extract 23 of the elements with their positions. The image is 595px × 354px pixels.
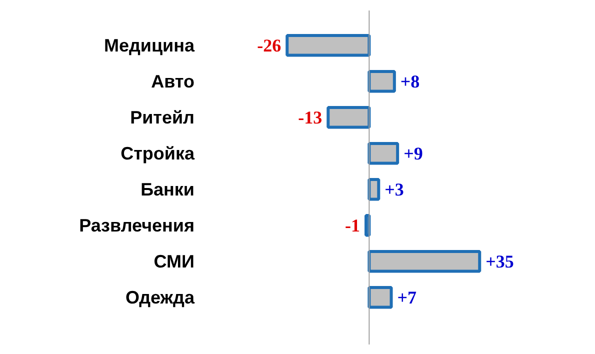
data-label: +3: [384, 179, 404, 200]
data-label: -1: [345, 215, 360, 236]
bar: [368, 286, 393, 309]
y-tick-label: Одежда: [126, 287, 196, 308]
data-label: +8: [400, 71, 420, 92]
bar: [368, 70, 396, 93]
y-tick-label: Медицина: [104, 35, 196, 56]
data-label: +9: [404, 143, 423, 164]
y-tick-label: Авто: [151, 71, 195, 92]
bar: [368, 250, 482, 273]
y-tick-label: Банки: [140, 179, 195, 200]
bar: [286, 34, 371, 57]
data-label: -13: [298, 107, 322, 128]
y-tick-label: Развлечения: [79, 215, 194, 236]
data-label: -26: [257, 35, 282, 56]
y-tick-label: Ритейл: [130, 107, 195, 128]
bar: [326, 106, 371, 129]
y-tick-label: СМИ: [154, 251, 195, 272]
data-label: +7: [397, 287, 417, 308]
bar: [368, 142, 400, 165]
data-label: +35: [486, 251, 514, 272]
bar: [368, 178, 380, 201]
y-tick-label: Стройка: [120, 143, 196, 164]
